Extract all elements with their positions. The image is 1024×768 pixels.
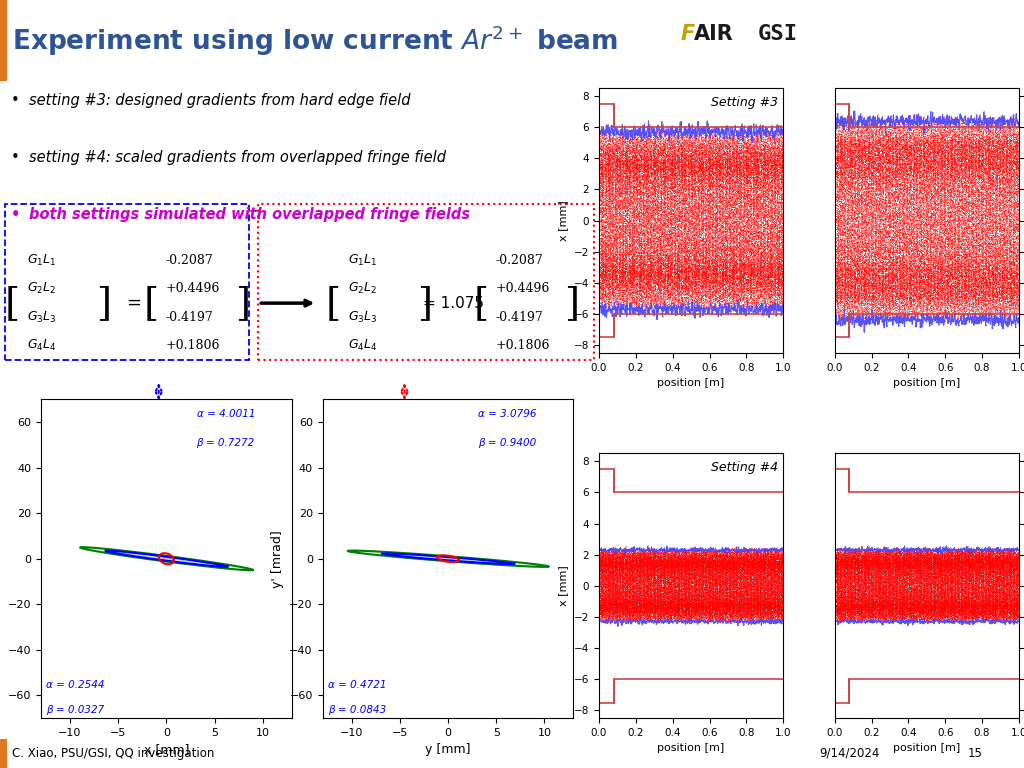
Text: $G_3L_3$: $G_3L_3$ [348,310,378,325]
Text: [: [ [326,285,341,322]
Text: F: F [681,24,695,44]
Text: = 1.075: = 1.075 [423,296,484,310]
Polygon shape [382,554,514,564]
Text: both settings simulated with overlapped fringe fields: both settings simulated with overlapped … [29,207,470,222]
Text: -0.2087: -0.2087 [496,254,544,267]
Y-axis label: x' [mrad]: x' [mrad] [0,530,2,588]
X-axis label: position [m]: position [m] [657,378,725,388]
Text: setting #4: scaled gradients from overlapped fringe field: setting #4: scaled gradients from overla… [29,151,445,165]
Text: α = 3.0796: α = 3.0796 [478,409,537,419]
Text: GSI: GSI [758,24,798,44]
X-axis label: position [m]: position [m] [657,743,725,753]
Text: •: • [11,207,20,222]
Y-axis label: x [mm]: x [mm] [558,200,568,241]
Text: $G_1L_1$: $G_1L_1$ [28,253,56,268]
Y-axis label: y' [mrad]: y' [mrad] [270,530,284,588]
Text: AIR: AIR [694,24,734,44]
Text: Setting #3: Setting #3 [711,96,777,109]
Polygon shape [159,553,174,564]
Text: β = 0.0843: β = 0.0843 [328,705,386,715]
Text: ]: ] [564,285,580,322]
Text: ]: ] [234,285,250,322]
X-axis label: position [m]: position [m] [893,743,961,753]
Text: ]: ] [418,285,432,322]
Bar [5,204,250,360]
Polygon shape [348,551,548,567]
Text: 9/14/2024: 9/14/2024 [819,747,880,760]
Text: Setting #4: Setting #4 [711,462,777,475]
Polygon shape [437,555,459,562]
Text: β = 0.9400: β = 0.9400 [478,438,537,448]
Bar [258,204,594,360]
Text: α = 4.0011: α = 4.0011 [197,409,255,419]
Text: -0.4197: -0.4197 [166,311,214,324]
Text: $G_3L_3$: $G_3L_3$ [28,310,57,325]
Text: -0.4197: -0.4197 [496,311,544,324]
Text: C. Xiao, PSU/GSI, QQ investigation: C. Xiao, PSU/GSI, QQ investigation [12,747,215,760]
Text: $G_2L_2$: $G_2L_2$ [348,281,378,296]
Text: α = 0.4721: α = 0.4721 [328,680,386,690]
X-axis label: y [mm]: y [mm] [425,743,471,756]
Text: β = 0.0327: β = 0.0327 [46,705,104,715]
Text: +0.1806: +0.1806 [166,339,220,353]
Polygon shape [80,547,253,571]
Polygon shape [105,551,227,567]
Text: 15: 15 [968,747,983,760]
X-axis label: x [mm]: x [mm] [143,743,189,756]
Text: $G_2L_2$: $G_2L_2$ [28,281,56,296]
Text: +0.4496: +0.4496 [166,283,220,296]
Text: β = 0.7272: β = 0.7272 [197,438,255,448]
Bar [0,739,7,768]
Text: α = 0.2544: α = 0.2544 [46,680,104,690]
Text: +0.4496: +0.4496 [496,283,550,296]
Text: Experiment using low current $Ar^{2+}$ beam: Experiment using low current $Ar^{2+}$ b… [12,24,618,58]
Text: [: [ [143,285,159,322]
Text: [: [ [5,285,20,322]
Text: $G_4L_4$: $G_4L_4$ [348,338,378,353]
Text: $G_1L_1$: $G_1L_1$ [348,253,378,268]
Text: [: [ [473,285,488,322]
Text: setting #3: designed gradients from hard edge field: setting #3: designed gradients from hard… [29,94,411,108]
Text: +0.1806: +0.1806 [496,339,550,353]
Text: -0.2087: -0.2087 [166,254,214,267]
Text: $G_4L_4$: $G_4L_4$ [28,338,57,353]
Text: ]: ] [96,285,112,322]
X-axis label: position [m]: position [m] [893,378,961,388]
Text: •: • [11,151,19,165]
Text: •: • [11,94,19,108]
Y-axis label: x [mm]: x [mm] [558,565,568,606]
Text: =: = [126,294,141,312]
Bar [0,0,7,81]
